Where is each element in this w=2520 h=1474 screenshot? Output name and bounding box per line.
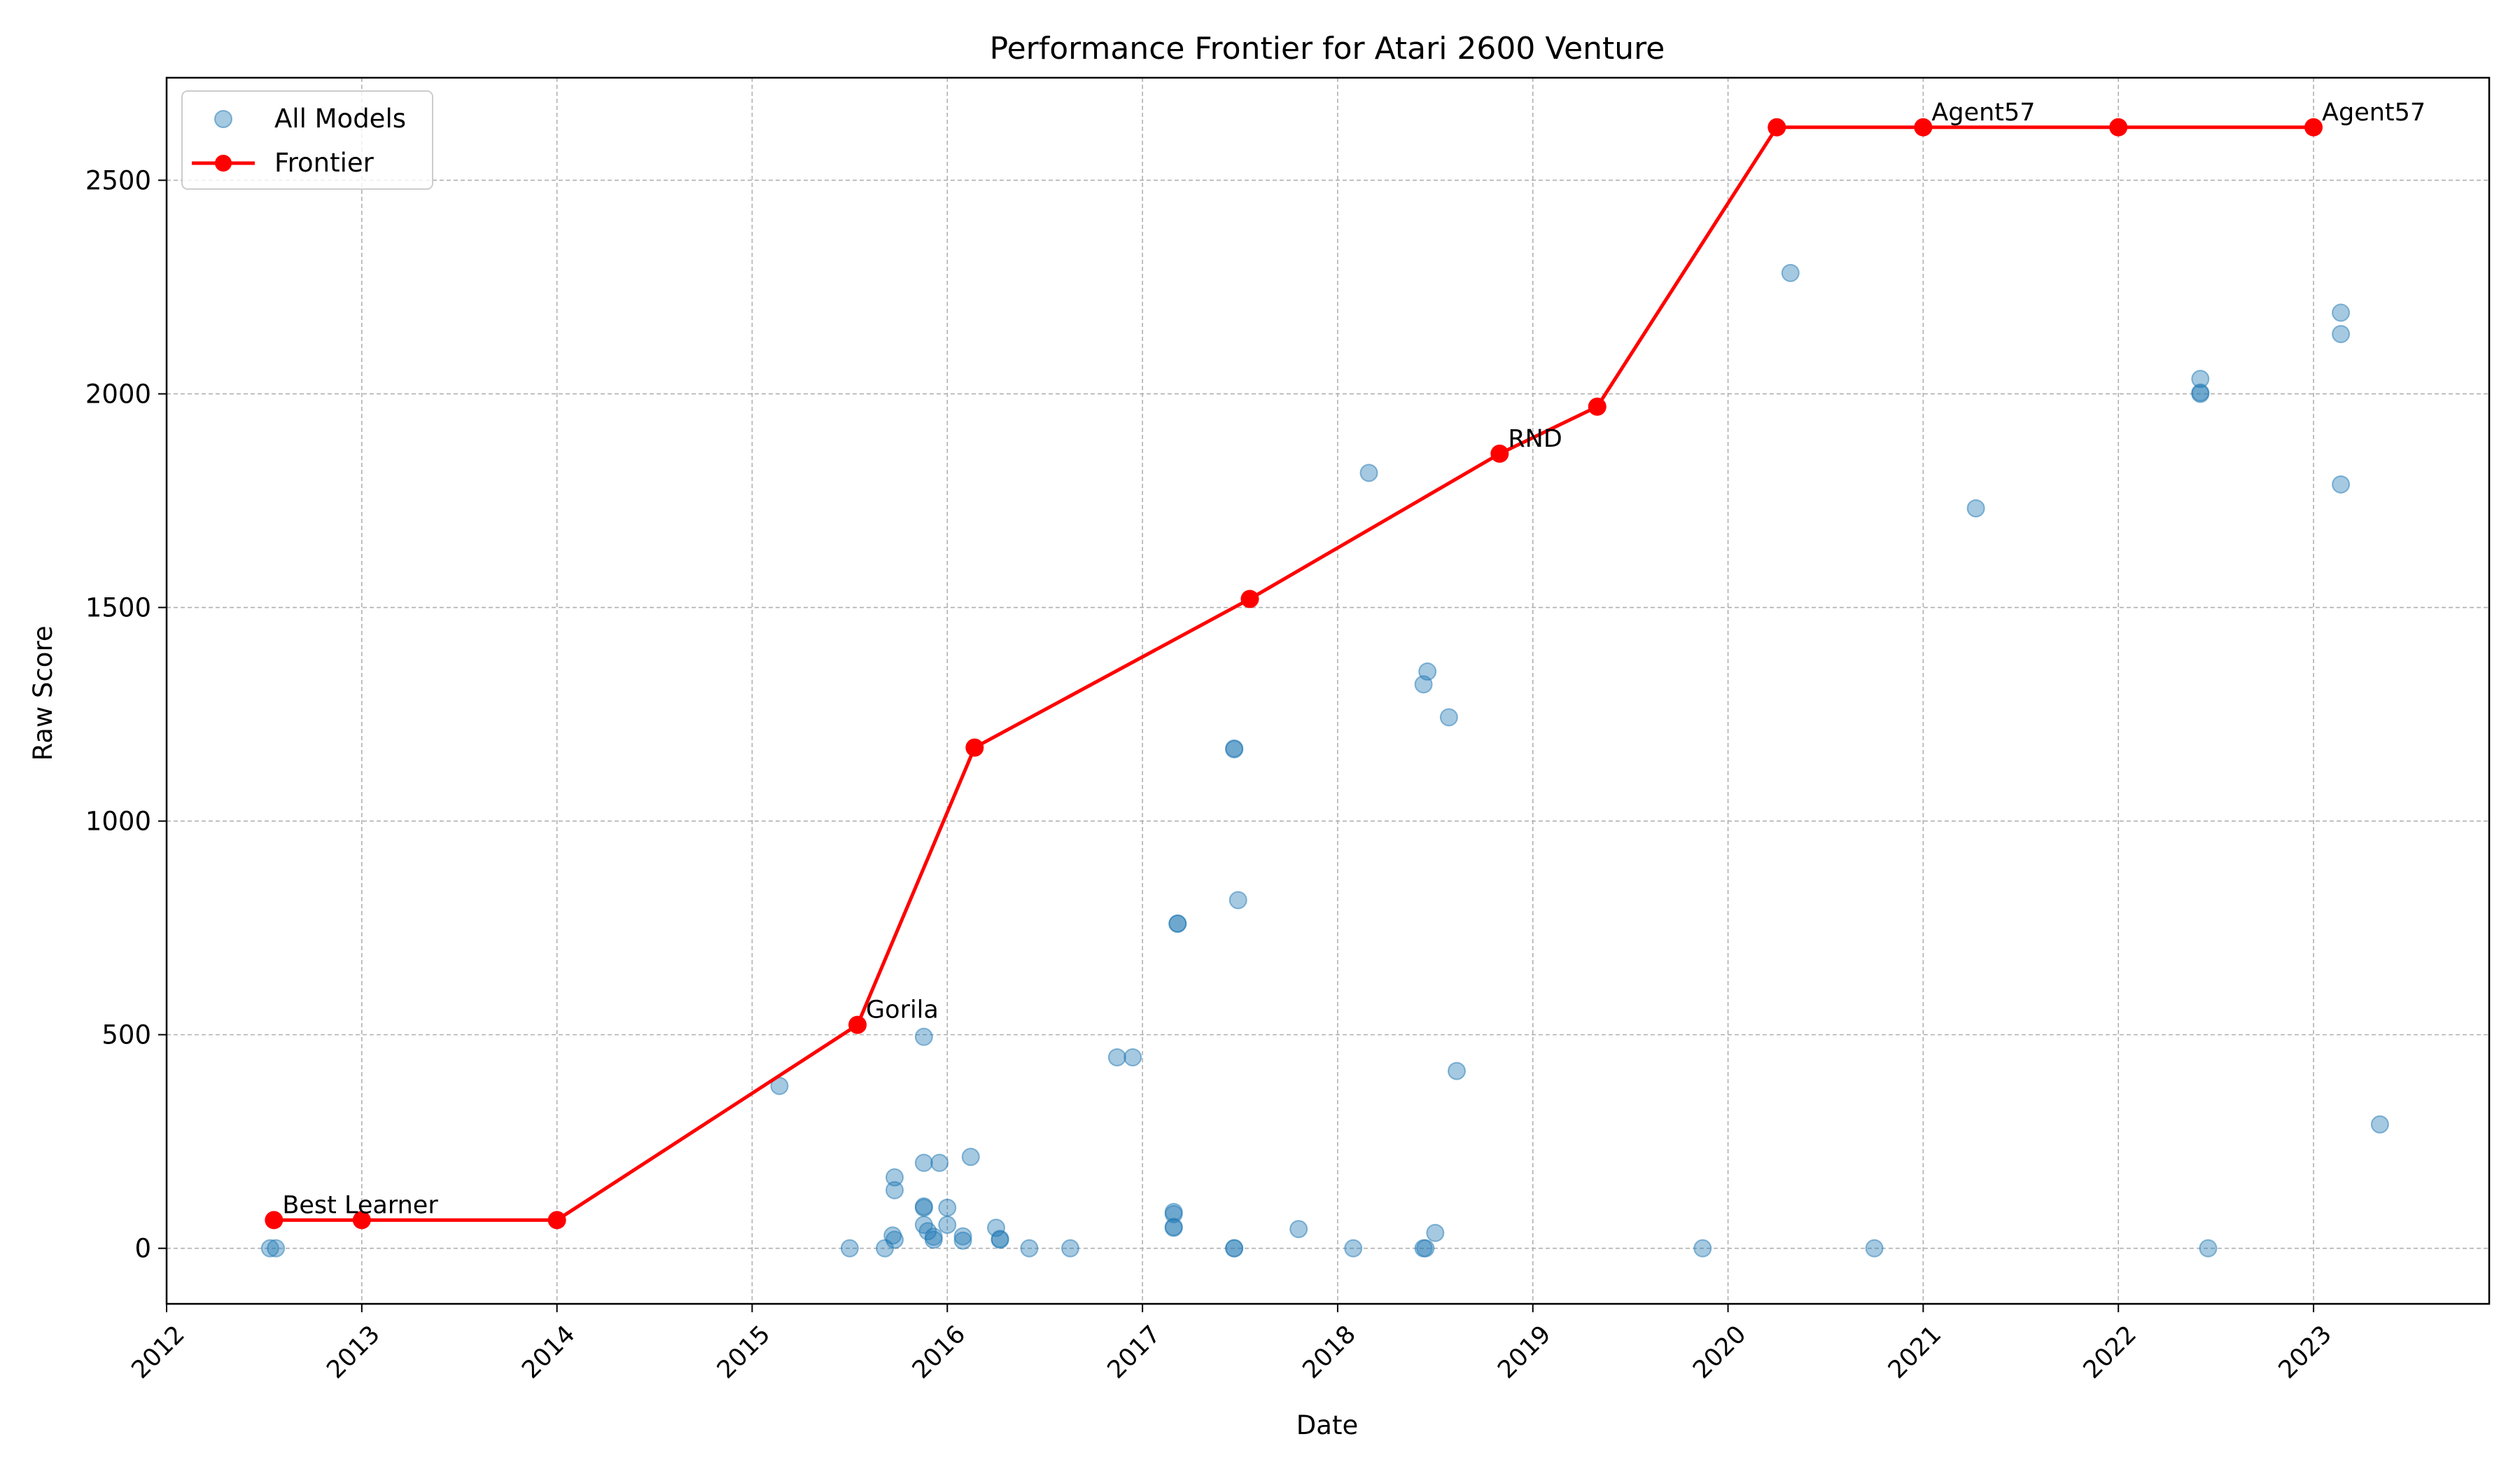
y-tick-label: 1500 [85, 593, 151, 623]
legend-marker-all-models [214, 110, 232, 128]
scatter-point [1448, 1062, 1466, 1080]
frontier-point [352, 1211, 371, 1230]
scatter-point [1418, 662, 1437, 681]
frontier-point [1240, 590, 1259, 609]
frontier-point [1588, 397, 1606, 416]
frontier-point [547, 1211, 566, 1230]
y-tick-label: 2000 [85, 379, 151, 409]
scatter-point [260, 1239, 279, 1258]
scatter-point [1164, 1218, 1183, 1237]
scatter-point [1124, 1048, 1142, 1066]
scatter-point [930, 1153, 949, 1172]
scatter-point [1225, 740, 1244, 759]
scatter-point [2332, 325, 2351, 344]
scatter-point [1164, 1204, 1183, 1223]
scatter-point [1289, 1220, 1308, 1239]
frontier-point [1768, 118, 1786, 137]
frontier-line [274, 125, 2314, 1222]
frontier-point [1490, 444, 1509, 463]
scatter-point [938, 1198, 957, 1217]
annotation-label: Gorila [866, 996, 939, 1024]
scatter-point [1020, 1239, 1039, 1258]
annotation-layer: Best Learner Gorila RND Agent57 Agent57 [282, 99, 2426, 1220]
scatter-point [953, 1231, 972, 1250]
scatter-point [924, 1228, 943, 1246]
scatter-point [840, 1239, 859, 1258]
frontier-point [965, 738, 984, 757]
scatter-point [961, 1148, 980, 1167]
scatter-point [2191, 384, 2210, 403]
annotation-label: Agent57 [1931, 99, 2035, 127]
scatter-point [1693, 1239, 1712, 1258]
frontier-point [2109, 118, 2128, 137]
annotation-label: RND [1508, 425, 1562, 453]
scatter-point [938, 1216, 957, 1235]
scatter-point [1416, 1239, 1435, 1258]
scatter-point [2191, 370, 2210, 389]
frontier-point [1914, 118, 1933, 137]
scatter-point [1426, 1223, 1445, 1242]
scatter-point [2332, 303, 2351, 322]
scatter-point [886, 1168, 904, 1187]
scatter-point [886, 1181, 904, 1200]
scatter-point [914, 1027, 933, 1046]
scatter-point [1225, 1239, 1244, 1258]
scatter-point [1107, 1048, 1126, 1066]
frontier-layer [265, 118, 2323, 1230]
scatter-point [1966, 499, 1985, 517]
y-tick-label: 0 [134, 1234, 151, 1264]
grid-layer [166, 78, 2489, 1304]
scatter-point [990, 1230, 1009, 1249]
y-tick-label: 2500 [85, 165, 151, 195]
legend-label-frontier: Frontier [274, 148, 374, 178]
scatter-point [886, 1230, 904, 1249]
scatter-point [267, 1239, 286, 1258]
annotation-label: Agent57 [2322, 99, 2426, 127]
scatter-point [1439, 708, 1458, 727]
legend: All Models Frontier [181, 90, 433, 190]
legend-label-all-models: All Models [274, 104, 406, 134]
annotation-label: Best Learner [282, 1191, 438, 1219]
y-tick-label: 1000 [85, 807, 151, 837]
scatter-point [1344, 1239, 1363, 1258]
y-axis-label: Raw Score [28, 625, 58, 760]
scatter-point [914, 1198, 933, 1217]
scatter-point [2199, 1239, 2218, 1258]
scatter-point [2332, 475, 2351, 494]
scatter-point [1228, 891, 1247, 910]
x-axis-label: Date [1296, 1410, 1358, 1440]
plot-frame [165, 76, 2491, 1305]
frontier-point [848, 1015, 867, 1034]
scatter-point [914, 1153, 933, 1172]
y-tick-label: 500 [102, 1020, 151, 1050]
scatter-point [1060, 1239, 1079, 1258]
scatter-point [1781, 263, 1800, 282]
scatter-layer [260, 263, 2389, 1258]
scatter-point [1168, 915, 1187, 933]
scatter-point [1865, 1239, 1884, 1258]
legend-marker-frontier [215, 155, 232, 172]
frontier-point [265, 1211, 284, 1230]
frontier-point [2304, 118, 2323, 137]
scatter-point [953, 1227, 972, 1246]
scatter-point [1359, 464, 1378, 482]
chart-title: Performance Frontier for Atari 2600 Vent… [990, 31, 1665, 67]
scatter-point [2370, 1115, 2389, 1134]
